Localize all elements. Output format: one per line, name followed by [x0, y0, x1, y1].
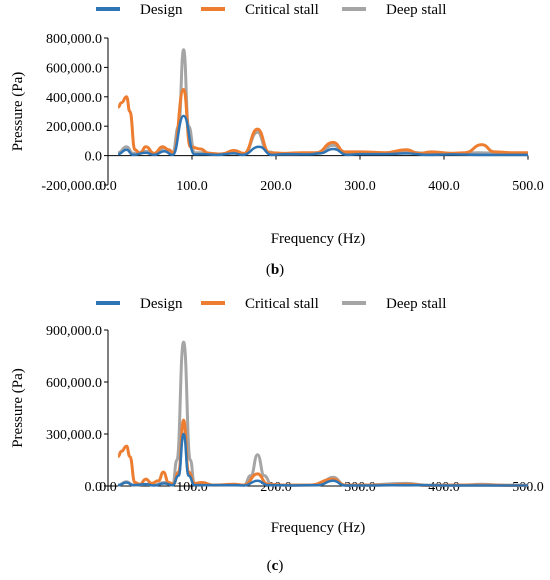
x-tick-label: 500.0: [512, 480, 544, 495]
y-tick-label: 600,000.0: [46, 376, 102, 391]
legend-label-deep: Deep stall: [386, 296, 446, 312]
x-tick-label: 200.0: [260, 179, 292, 194]
y-tick-label: 200,000.0: [46, 120, 102, 135]
x-tick-label: 400.0: [428, 480, 460, 495]
x-axis-label: Frequency (Hz): [271, 231, 366, 247]
legend-label-critical: Critical stall: [245, 296, 319, 312]
legend-label-deep: Deep stall: [386, 2, 446, 18]
y-tick-label: 0.0: [85, 150, 103, 165]
x-tick-label: 500.0: [512, 179, 544, 194]
legend-label-design: Design: [140, 296, 183, 312]
series-line-design: [118, 432, 528, 487]
panel-caption-c: (c): [267, 558, 284, 574]
x-tick-label: 100.0: [176, 179, 208, 194]
series-line-critical: [117, 88, 528, 156]
y-axis-label: Pressure (Pa): [10, 368, 26, 448]
y-tick-label: 300,000.0: [46, 428, 102, 443]
x-tick-label: 300.0: [344, 179, 376, 194]
series-line-design: [117, 114, 528, 157]
y-tick-label: 0.0: [85, 480, 103, 495]
x-tick-label: 400.0: [428, 179, 460, 194]
y-tick-label: -200,000.0: [41, 179, 102, 194]
x-tick-label: 0.0: [99, 480, 117, 495]
x-tick-label: 0.0: [99, 179, 117, 194]
x-axis-label: Frequency (Hz): [271, 520, 366, 536]
chart-panel-c: Design Critical stall Deep stall 0.0 300,000…: [10, 296, 544, 536]
legend-label-critical: Critical stall: [245, 2, 319, 18]
y-tick-label: 800,000.0: [46, 32, 102, 47]
y-tick-label: 400,000.0: [46, 91, 102, 106]
x-tick-label: 300.0: [344, 480, 376, 495]
panel-caption-b: (b): [266, 262, 284, 278]
y-tick-label: 900,000.0: [46, 324, 102, 339]
y-tick-label: 600,000.0: [46, 61, 102, 76]
y-axis-label: Pressure (Pa): [10, 72, 26, 152]
legend-label-design: Design: [140, 2, 183, 18]
chart-panel-b: Design Critical stall Deep stall -200,000.0…: [10, 2, 544, 247]
